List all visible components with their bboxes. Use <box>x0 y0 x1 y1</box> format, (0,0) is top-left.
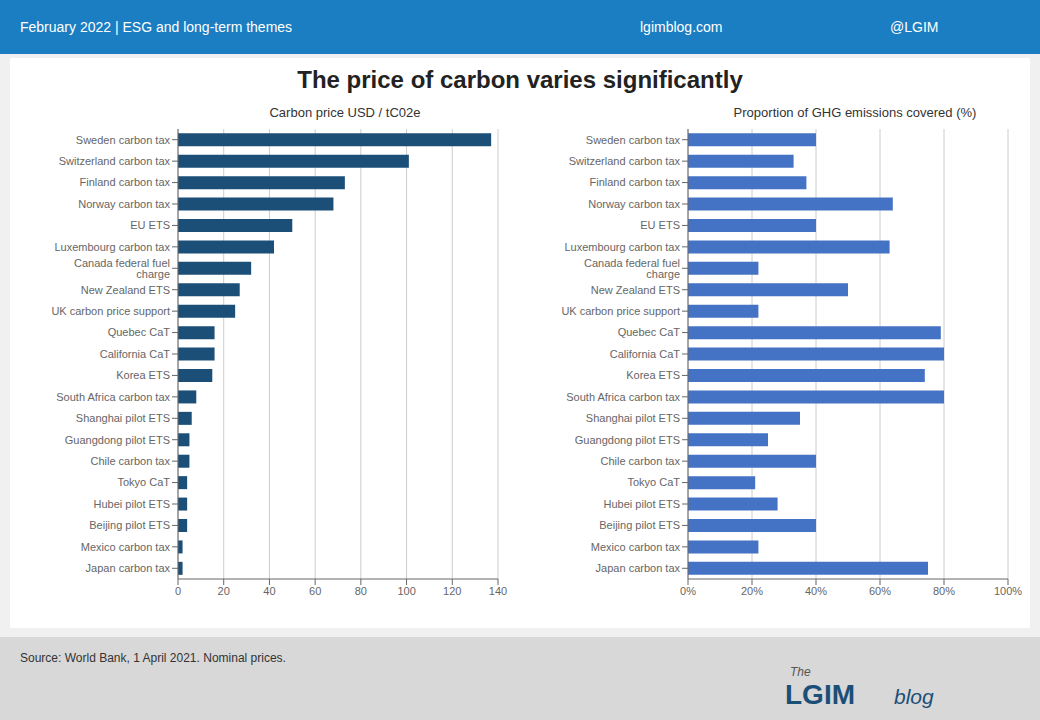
svg-text:40: 40 <box>263 585 275 597</box>
svg-text:Luxembourg carbon tax: Luxembourg carbon tax <box>54 241 170 253</box>
svg-text:40%: 40% <box>804 585 826 597</box>
html-text:@LGIM: @LGIM <box>890 19 939 35</box>
svg-text:140: 140 <box>488 585 506 597</box>
html-text:The price of carbon varies sig: The price of carbon varies significantly <box>297 66 743 93</box>
svg-text:California CaT: California CaT <box>99 348 170 360</box>
svg-text:Korea ETS: Korea ETS <box>116 369 170 381</box>
svg-text:Tokyo CaT: Tokyo CaT <box>627 476 680 488</box>
svg-text:Canada federal fuelcharge: Canada federal fuelcharge <box>583 257 679 280</box>
svg-text:UK carbon price support: UK carbon price support <box>561 305 680 317</box>
html-text:February 2022 | ESG and long-t: February 2022 | ESG and long-term themes <box>20 19 293 35</box>
html-text:The: The <box>790 665 811 679</box>
svg-text:Mexico carbon tax: Mexico carbon tax <box>590 541 680 553</box>
svg-text:South Africa carbon tax: South Africa carbon tax <box>566 391 680 403</box>
svg-text:Chile carbon tax: Chile carbon tax <box>90 455 170 467</box>
svg-text:New Zealand ETS: New Zealand ETS <box>590 284 679 296</box>
svg-text:60%: 60% <box>868 585 890 597</box>
svg-text:Chile carbon tax: Chile carbon tax <box>600 455 680 467</box>
svg-text:Mexico carbon tax: Mexico carbon tax <box>80 541 170 553</box>
svg-text:Canada federal fuelcharge: Canada federal fuelcharge <box>73 257 169 280</box>
svg-text:Norway carbon tax: Norway carbon tax <box>588 198 680 210</box>
svg-text:Guangdong pilot ETS: Guangdong pilot ETS <box>574 434 679 446</box>
svg-text:Sweden carbon tax: Sweden carbon tax <box>585 134 680 146</box>
svg-text:Shanghai pilot ETS: Shanghai pilot ETS <box>75 412 169 424</box>
svg-text:120: 120 <box>443 585 461 597</box>
svg-text:Japan carbon tax: Japan carbon tax <box>595 562 680 574</box>
svg-text:Quebec CaT: Quebec CaT <box>617 326 680 338</box>
svg-text:California CaT: California CaT <box>609 348 680 360</box>
svg-text:Japan carbon tax: Japan carbon tax <box>85 562 170 574</box>
html-text:lgimblog.com: lgimblog.com <box>640 19 723 35</box>
svg-text:60: 60 <box>309 585 321 597</box>
svg-text:EU ETS: EU ETS <box>640 219 680 231</box>
svg-text:Beijing pilot ETS: Beijing pilot ETS <box>89 519 170 531</box>
svg-text:South Africa carbon tax: South Africa carbon tax <box>56 391 170 403</box>
svg-text:Switzerland carbon tax: Switzerland carbon tax <box>58 155 170 167</box>
svg-text:UK carbon price support: UK carbon price support <box>51 305 170 317</box>
html-text:LGIM: LGIM <box>785 679 855 710</box>
svg-text:Quebec CaT: Quebec CaT <box>107 326 170 338</box>
svg-text:80: 80 <box>354 585 366 597</box>
svg-text:20: 20 <box>217 585 229 597</box>
svg-text:Sweden carbon tax: Sweden carbon tax <box>75 134 170 146</box>
svg-text:0%: 0% <box>680 585 696 597</box>
svg-text:Finland carbon tax: Finland carbon tax <box>589 176 680 188</box>
svg-text:Guangdong pilot ETS: Guangdong pilot ETS <box>64 434 169 446</box>
svg-text:Tokyo CaT: Tokyo CaT <box>117 476 170 488</box>
svg-text:100: 100 <box>397 585 415 597</box>
svg-text:EU ETS: EU ETS <box>130 219 170 231</box>
svg-text:Hubei pilot ETS: Hubei pilot ETS <box>603 498 679 510</box>
svg-text:Hubei pilot ETS: Hubei pilot ETS <box>93 498 169 510</box>
svg-text:Beijing pilot ETS: Beijing pilot ETS <box>599 519 680 531</box>
svg-text:0: 0 <box>174 585 180 597</box>
html-text:blog: blog <box>894 685 934 708</box>
html-text:Source: World Bank, 1 April 20: Source: World Bank, 1 April 2021. Nomina… <box>20 651 286 665</box>
svg-text:Norway carbon tax: Norway carbon tax <box>78 198 170 210</box>
svg-text:100%: 100% <box>993 585 1021 597</box>
svg-text:80%: 80% <box>932 585 954 597</box>
svg-text:20%: 20% <box>740 585 762 597</box>
svg-text:Switzerland carbon tax: Switzerland carbon tax <box>568 155 680 167</box>
svg-text:Luxembourg carbon tax: Luxembourg carbon tax <box>564 241 680 253</box>
html-text:Proportion of GHG emissions co: Proportion of GHG emissions covered (%) <box>733 105 977 120</box>
svg-text:Korea ETS: Korea ETS <box>626 369 680 381</box>
svg-text:New Zealand ETS: New Zealand ETS <box>80 284 169 296</box>
svg-text:Finland carbon tax: Finland carbon tax <box>79 176 170 188</box>
html-text:Carbon price USD / tC02e: Carbon price USD / tC02e <box>269 105 421 120</box>
svg-text:Shanghai pilot ETS: Shanghai pilot ETS <box>585 412 679 424</box>
